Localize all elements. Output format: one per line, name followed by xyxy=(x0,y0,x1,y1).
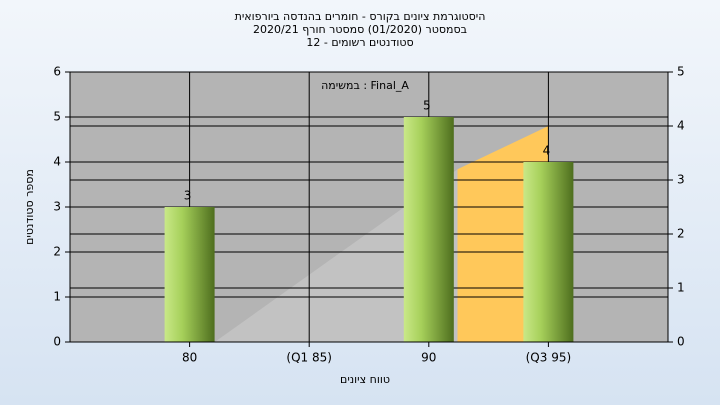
x-axis-label: טווח ציונים xyxy=(340,373,390,386)
x-tick-label: 80 xyxy=(182,351,197,365)
y2-tick-label: 1 xyxy=(677,281,685,295)
bar xyxy=(164,207,215,342)
area xyxy=(214,169,458,342)
chart-title: היסטוגרמת ציונים בקורס - חומרים בהנדסה ב… xyxy=(235,10,486,23)
y-tick-label: 5 xyxy=(53,110,61,124)
y-tick-label: 1 xyxy=(53,290,61,304)
y-tick-label: 0 xyxy=(53,335,61,349)
annotation: במשימה : Final_A xyxy=(321,79,409,92)
chart-subtitle: סטודנטים רשומים - 12 xyxy=(306,36,413,49)
y-tick-label: 4 xyxy=(53,155,61,169)
data-label: 4 xyxy=(543,144,551,158)
y-tick-label: 6 xyxy=(53,65,61,79)
y2-tick-label: 5 xyxy=(677,65,685,79)
y-tick-label: 2 xyxy=(53,245,61,259)
y2-tick-label: 3 xyxy=(677,173,685,187)
data-label: 5 xyxy=(423,99,431,113)
bar xyxy=(523,162,574,342)
chart-subtitle: בסמסטר (01/2020) סמסטר חורף 2020/21 xyxy=(253,23,467,36)
plot-border xyxy=(69,71,669,343)
bar xyxy=(403,117,454,342)
x-tick-label: 90 xyxy=(421,351,436,365)
x-tick-label: (Q1 85) xyxy=(286,351,332,365)
y2-tick-label: 0 xyxy=(677,335,685,349)
y-axis-label: מספר סטודנטים xyxy=(23,169,36,245)
y2-tick-label: 4 xyxy=(677,119,685,133)
data-label: 3 xyxy=(184,189,192,203)
y2-tick-label: 2 xyxy=(677,227,685,241)
x-tick-label: (Q3 95) xyxy=(526,351,572,365)
y-tick-label: 3 xyxy=(53,200,61,214)
